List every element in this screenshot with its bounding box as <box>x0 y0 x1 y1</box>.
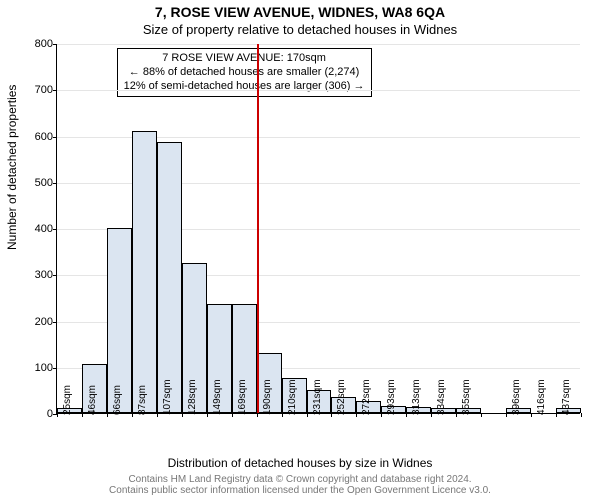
x-tick-mark <box>381 413 382 417</box>
x-tick-label: 66sqm <box>112 385 123 415</box>
y-tick-mark <box>53 44 57 45</box>
y-tick-mark <box>53 229 57 230</box>
x-tick-label: 334sqm <box>436 379 447 415</box>
y-tick-mark <box>53 275 57 276</box>
x-tick-mark <box>581 413 582 417</box>
y-tick-label: 0 <box>47 408 53 420</box>
annotation-line-1: 7 ROSE VIEW AVENUE: 170sqm <box>124 52 365 66</box>
x-tick-mark <box>182 413 183 417</box>
x-tick-mark <box>257 413 258 417</box>
x-tick-label: 252sqm <box>336 379 347 415</box>
x-tick-label: 272sqm <box>361 379 372 415</box>
x-tick-label: 437sqm <box>561 379 572 415</box>
x-tick-label: 231sqm <box>312 379 323 415</box>
x-tick-label: 396sqm <box>511 379 522 415</box>
y-tick-mark <box>53 368 57 369</box>
x-tick-mark <box>57 413 58 417</box>
x-tick-label: 313sqm <box>411 379 422 415</box>
x-tick-label: 149sqm <box>212 379 223 415</box>
x-tick-mark <box>431 413 432 417</box>
y-tick-mark <box>53 137 57 138</box>
y-tick-label: 500 <box>35 177 53 189</box>
x-tick-mark <box>132 413 133 417</box>
x-tick-mark <box>456 413 457 417</box>
histogram-bar <box>132 131 157 413</box>
x-tick-label: 46sqm <box>87 385 98 415</box>
x-tick-label: 169sqm <box>237 379 248 415</box>
x-tick-mark <box>82 413 83 417</box>
plot-area: 7 ROSE VIEW AVENUE: 170sqm ← 88% of deta… <box>56 44 580 414</box>
y-axis-label: Number of detached properties <box>5 85 19 250</box>
x-tick-mark <box>232 413 233 417</box>
y-tick-label: 800 <box>35 38 53 50</box>
histogram-bar <box>157 142 182 413</box>
x-tick-label: 210sqm <box>287 379 298 415</box>
x-tick-label: 293sqm <box>386 379 397 415</box>
x-tick-mark <box>481 413 482 417</box>
y-tick-label: 300 <box>35 269 53 281</box>
y-tick-label: 700 <box>35 84 53 96</box>
attribution-text: Contains HM Land Registry data © Crown c… <box>0 474 600 496</box>
x-tick-mark <box>331 413 332 417</box>
x-tick-mark <box>531 413 532 417</box>
x-tick-label: 128sqm <box>187 379 198 415</box>
x-tick-mark <box>307 413 308 417</box>
x-tick-mark <box>506 413 507 417</box>
x-axis-label: Distribution of detached houses by size … <box>0 456 600 470</box>
annotation-line-2: ← 88% of detached houses are smaller (2,… <box>124 66 365 80</box>
x-tick-mark <box>282 413 283 417</box>
marker-line <box>257 44 259 413</box>
x-tick-mark <box>107 413 108 417</box>
x-tick-mark <box>356 413 357 417</box>
grid-line <box>57 44 580 45</box>
chart-title: 7, ROSE VIEW AVENUE, WIDNES, WA8 6QA <box>0 4 600 20</box>
x-tick-label: 25sqm <box>62 385 73 415</box>
x-tick-mark <box>157 413 158 417</box>
x-tick-label: 355sqm <box>461 379 472 415</box>
property-size-chart: 7, ROSE VIEW AVENUE, WIDNES, WA8 6QA Siz… <box>0 0 600 500</box>
y-tick-mark <box>53 322 57 323</box>
x-tick-label: 87sqm <box>137 385 148 415</box>
x-tick-label: 107sqm <box>162 379 173 415</box>
x-tick-mark <box>207 413 208 417</box>
x-tick-mark <box>556 413 557 417</box>
y-tick-label: 400 <box>35 223 53 235</box>
y-tick-mark <box>53 183 57 184</box>
x-tick-mark <box>406 413 407 417</box>
y-tick-label: 200 <box>35 316 53 328</box>
y-tick-label: 600 <box>35 131 53 143</box>
y-tick-mark <box>53 90 57 91</box>
x-tick-label: 190sqm <box>262 379 273 415</box>
y-tick-label: 100 <box>35 362 53 374</box>
x-tick-label: 416sqm <box>536 379 547 415</box>
chart-subtitle: Size of property relative to detached ho… <box>0 22 600 37</box>
grid-line <box>57 90 580 91</box>
